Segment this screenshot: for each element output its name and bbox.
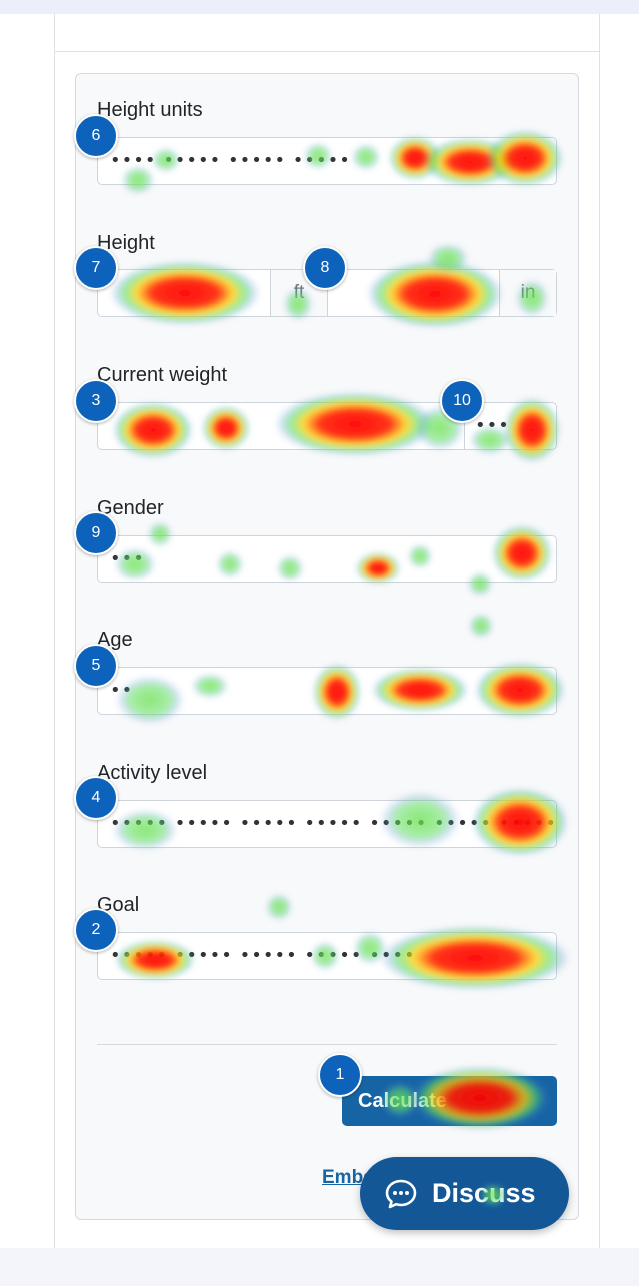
height-label: Height: [97, 232, 155, 254]
goal-value: ••••• ••••• ••••• ••••• ••••: [110, 945, 416, 966]
click-order-badge: 4: [74, 776, 118, 820]
calculate-button[interactable]: Calculate: [342, 1076, 557, 1126]
chat-bubble-icon: [385, 1179, 417, 1208]
activity-level-select[interactable]: ••••• ••••• ••••• ••••• ••••• ••••• ••••…: [97, 800, 557, 848]
inches-unit-addon: in: [500, 270, 556, 316]
height-inches-input[interactable]: [328, 270, 498, 316]
click-order-badge: 2: [74, 908, 118, 952]
form-divider: [97, 1044, 557, 1045]
top-bar: [0, 0, 639, 14]
click-order-badge: 5: [74, 644, 118, 688]
click-order-badge: 1: [318, 1053, 362, 1097]
click-order-badge: 3: [74, 379, 118, 423]
age-value: ••: [110, 680, 134, 701]
height-units-value: •••• ••••• ••••• •••••: [110, 150, 351, 171]
current-weight-input[interactable]: [98, 403, 464, 449]
goal-select[interactable]: ••••• ••••• ••••• ••••• ••••: [97, 932, 557, 980]
gender-value: •••: [110, 548, 145, 569]
gender-label: Gender: [97, 497, 164, 519]
current-weight-group: •••: [97, 402, 557, 450]
discuss-label: Discuss: [432, 1178, 536, 1208]
click-order-badge: 6: [74, 114, 118, 158]
height-feet-input[interactable]: [98, 270, 270, 316]
bottom-bar: [0, 1248, 639, 1286]
discuss-button[interactable]: Discuss: [360, 1157, 569, 1230]
height-units-label: Height units: [97, 99, 203, 121]
click-order-badge: 7: [74, 246, 118, 290]
activity-level-label: Activity level: [97, 762, 208, 784]
age-input[interactable]: ••: [97, 667, 557, 715]
click-order-badge: 9: [74, 511, 118, 555]
gender-select[interactable]: •••: [97, 535, 557, 583]
click-order-badge: 10: [440, 379, 484, 423]
activity-level-value: ••••• ••••• ••••• ••••• ••••• ••••• ••••…: [110, 813, 557, 834]
panel-header: [54, 14, 600, 52]
click-order-badge: 8: [303, 246, 347, 290]
current-weight-label: Current weight: [97, 364, 228, 386]
weight-unit-value: •••: [475, 415, 510, 436]
height-units-select[interactable]: •••• ••••• ••••• •••••: [97, 137, 557, 185]
